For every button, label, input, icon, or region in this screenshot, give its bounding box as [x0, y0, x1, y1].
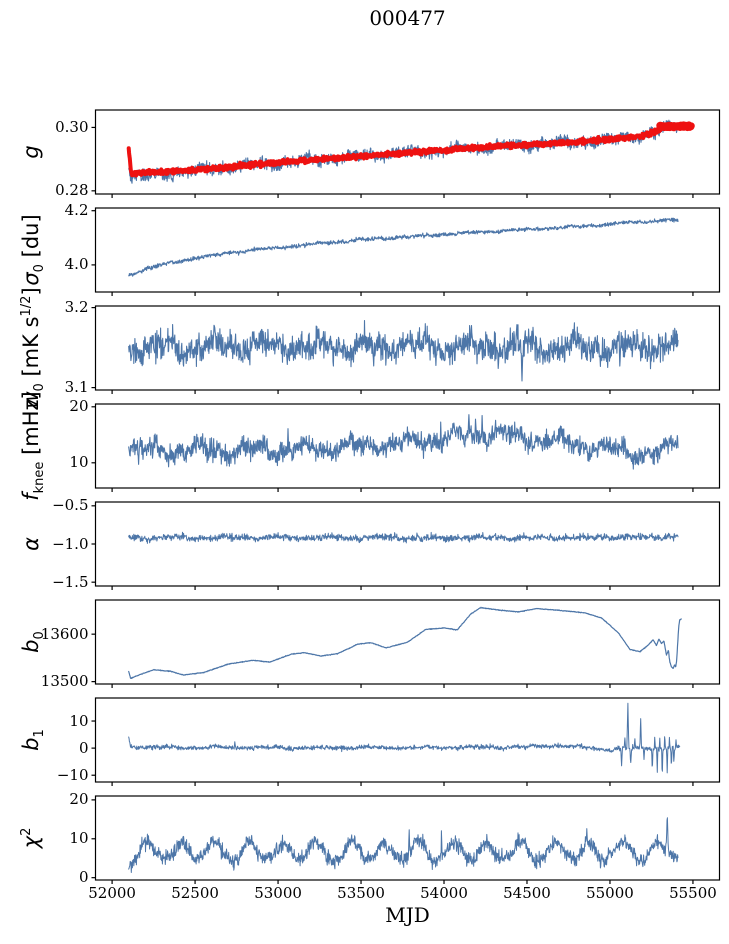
series-alpha — [128, 531, 679, 544]
x-tick-label: 54500 — [503, 884, 551, 902]
axes-frame-b1 — [94, 697, 721, 783]
y-tick-label: −0.5 — [52, 496, 89, 515]
y-tick-label: 4.2 — [64, 201, 89, 220]
series-w0 — [128, 320, 679, 382]
y-tick-label: −1.5 — [52, 572, 89, 591]
series-g-fit — [126, 122, 694, 178]
axes-frame-b0 — [94, 599, 721, 685]
x-tick-label: 55000 — [586, 884, 634, 902]
axes-frame-g — [94, 109, 721, 195]
y-tick-label: 3.1 — [64, 378, 89, 397]
x-tick-label: 53500 — [337, 884, 385, 902]
x-tick-label: 52500 — [171, 884, 219, 902]
x-tick-label: 52000 — [88, 884, 136, 902]
y-label-g: g — [18, 145, 43, 159]
y-tick-label: 10 — [69, 711, 89, 730]
series-b1 — [128, 702, 681, 774]
x-axis-label: MJD — [385, 903, 430, 927]
y-tick-label: 10 — [69, 453, 89, 472]
y-tick-label: 0.30 — [55, 117, 89, 136]
axes-frame-chi2 — [94, 795, 721, 881]
y-label-sigma0: σ0 [du] — [18, 214, 48, 286]
x-tick-label: 54000 — [420, 884, 468, 902]
y-tick-label: 3.2 — [64, 298, 89, 317]
series-fknee — [128, 414, 679, 470]
axes-frame-fknee — [94, 403, 721, 489]
y-tick-label: 0.28 — [55, 181, 89, 200]
axes-frame-alpha — [94, 501, 721, 587]
y-tick-label: 4.0 — [64, 255, 89, 274]
series-g-fit-endbar — [656, 121, 695, 132]
y-tick-label: −1.0 — [52, 534, 89, 553]
axes-frame-sigma0 — [94, 207, 721, 293]
x-tick-label: 55500 — [669, 884, 717, 902]
y-tick-label: −10 — [56, 765, 89, 784]
y-tick-label: 13500 — [40, 672, 89, 691]
series-sigma0 — [128, 217, 679, 277]
y-tick-label: 10 — [69, 829, 89, 848]
plot-title: 000477 — [369, 6, 446, 30]
y-tick-label: 20 — [69, 397, 89, 416]
y-tick-label: 0 — [78, 868, 89, 887]
y-tick-label: 0 — [78, 738, 89, 757]
series-chi2 — [128, 817, 679, 873]
y-tick-label: 13600 — [40, 624, 89, 643]
x-tick-label: 53000 — [254, 884, 302, 902]
y-tick-label: 20 — [69, 790, 89, 809]
series-b0 — [128, 606, 682, 680]
axes-frame-w0 — [94, 305, 721, 391]
